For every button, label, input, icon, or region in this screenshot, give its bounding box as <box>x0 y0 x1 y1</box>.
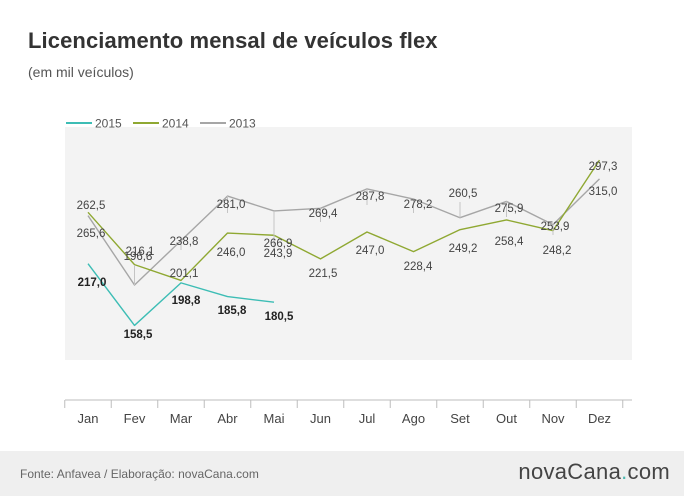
data-label-2013: 196,8 <box>124 251 153 263</box>
legend-label-2015: 2015 <box>95 117 122 131</box>
x-tick-label: Fev <box>124 411 146 426</box>
data-label-2014: 246,0 <box>217 247 246 259</box>
legend-label-2013: 2013 <box>229 117 256 131</box>
data-label-2013: 287,8 <box>356 191 385 203</box>
data-label-2015: 185,8 <box>218 305 247 317</box>
x-tick-label: Nov <box>541 411 565 426</box>
x-tick-label: Dez <box>588 411 611 426</box>
series-line-2013 <box>87 178 600 286</box>
data-label-2014: 258,4 <box>495 236 524 248</box>
logo-dot: . <box>621 459 628 484</box>
data-label-2013: 281,0 <box>217 199 246 211</box>
data-label-2013: 278,2 <box>404 199 433 211</box>
data-label-2013: 266,9 <box>264 238 293 250</box>
data-label-2014: 201,1 <box>170 268 199 280</box>
x-tick-label: Jun <box>310 411 331 426</box>
logo-tld: com <box>627 459 670 484</box>
x-tick-label: Out <box>496 411 517 426</box>
data-label-2015: 180,5 <box>265 311 294 323</box>
data-label-2014: 315,0 <box>589 186 618 198</box>
series-line-2015 <box>87 263 275 327</box>
data-label-2014: 216,1 <box>126 246 155 258</box>
data-label-2014: 249,2 <box>449 243 478 255</box>
x-tick-label: Jan <box>78 411 99 426</box>
x-tick-label: Jul <box>359 411 376 426</box>
data-label-2013: 275,9 <box>495 203 524 215</box>
data-label-2014: 221,5 <box>309 268 338 280</box>
chart-subtitle: (em mil veículos) <box>28 64 134 80</box>
data-label-2013: 253,9 <box>541 221 570 233</box>
data-label-2013: 260,5 <box>449 188 478 200</box>
plot-area <box>65 127 632 360</box>
legend-label-2014: 2014 <box>162 117 189 131</box>
logo-main: novaCana <box>518 459 622 484</box>
data-label-2014: 243,9 <box>264 248 293 260</box>
novacana-logo: novaCana.com <box>518 459 670 485</box>
series-line-2014 <box>87 159 601 282</box>
data-label-2013: 262,5 <box>77 200 106 212</box>
x-tick-label: Ago <box>402 411 425 426</box>
data-label-2013: 238,8 <box>170 236 199 248</box>
data-label-2014: 265,6 <box>77 228 106 240</box>
line-chart: Jan Fev Mar Abr Mai Jun Jul Ago Set Out Nov Dez 2015… <box>64 117 632 426</box>
data-label-2014: 247,0 <box>356 245 385 257</box>
data-label-2013: 269,4 <box>309 208 338 220</box>
data-label-2013: 297,3 <box>589 161 618 173</box>
source-note: Fonte: Anfavea / Elaboração: novaCana.co… <box>20 467 259 481</box>
x-tick-label: Mar <box>170 411 193 426</box>
x-tick-label: Set <box>450 411 470 426</box>
chart-title: Licenciamento mensal de veículos flex <box>28 28 438 53</box>
data-label-2015: 198,8 <box>172 295 201 307</box>
footer: Fonte: Anfavea / Elaboração: novaCana.co… <box>0 451 684 496</box>
data-label-2015: 158,5 <box>124 329 153 341</box>
x-tick-label: Mai <box>264 411 285 426</box>
data-label-2014: 228,4 <box>404 261 433 273</box>
data-label-2014: 248,2 <box>543 245 572 257</box>
x-tick-label: Abr <box>217 411 238 426</box>
data-label-2015: 217,0 <box>78 277 107 289</box>
